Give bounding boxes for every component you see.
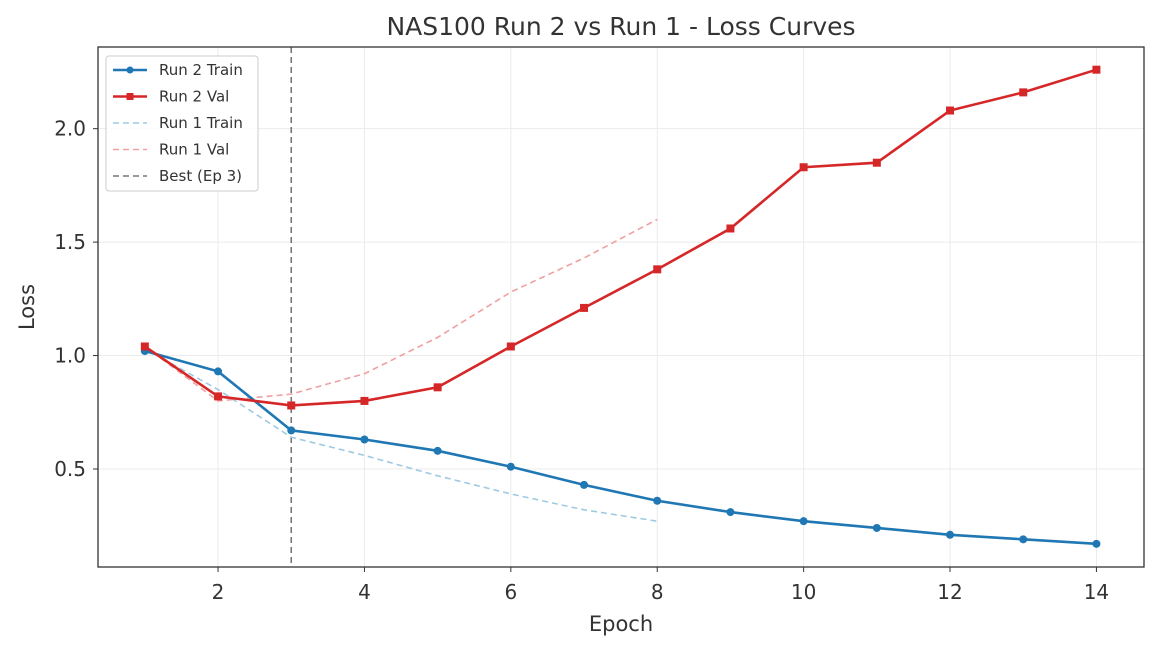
data-point bbox=[799, 517, 808, 526]
series-line-run-1-val bbox=[144, 218, 658, 402]
data-point bbox=[360, 435, 369, 444]
chart-title: NAS100 Run 2 vs Run 1 - Loss Curves bbox=[386, 12, 855, 41]
data-point bbox=[506, 462, 515, 471]
data-point bbox=[433, 383, 442, 392]
legend-label: Run 1 Val bbox=[159, 141, 229, 159]
legend-label: Run 2 Val bbox=[159, 88, 229, 106]
data-point bbox=[946, 106, 955, 115]
y-tick-label: 2.0 bbox=[54, 117, 86, 141]
data-point bbox=[653, 496, 662, 505]
legend: Run 2 Train Run 2 Val Run 1 Train Run 1 Val… bbox=[105, 55, 259, 192]
legend-box bbox=[105, 55, 259, 192]
data-point bbox=[726, 508, 735, 517]
legend-marker bbox=[126, 66, 134, 74]
legend-marker bbox=[126, 93, 134, 100]
data-point bbox=[580, 303, 589, 312]
plot-frame bbox=[97, 46, 1145, 568]
legend-label: Best (Ep 3) bbox=[159, 167, 242, 185]
data-point bbox=[1092, 65, 1101, 74]
x-tick-label: 6 bbox=[504, 580, 517, 604]
data-point bbox=[872, 523, 881, 532]
data-point bbox=[433, 446, 442, 455]
legend-label: Run 2 Train bbox=[159, 61, 243, 79]
data-point bbox=[214, 392, 223, 401]
data-point bbox=[799, 163, 808, 172]
x-tick-label: 8 bbox=[651, 580, 664, 604]
x-tick-label: 12 bbox=[937, 580, 962, 604]
data-point bbox=[580, 480, 589, 489]
data-point bbox=[360, 396, 369, 405]
data-point bbox=[287, 401, 296, 410]
data-point bbox=[1019, 88, 1028, 97]
data-point bbox=[872, 158, 881, 167]
data-point bbox=[506, 342, 515, 351]
x-tick-label: 4 bbox=[358, 580, 371, 604]
y-tick-label: 0.5 bbox=[54, 457, 86, 481]
data-point bbox=[287, 426, 296, 435]
y-tick-label: 1.0 bbox=[54, 344, 86, 368]
y-axis-label: Loss bbox=[15, 284, 39, 330]
series-line-run-2-val bbox=[144, 68, 1097, 407]
series-line-run-2-train bbox=[144, 349, 1097, 546]
data-point bbox=[946, 530, 955, 539]
x-axis-label: Epoch bbox=[589, 612, 653, 636]
x-tick-label: 14 bbox=[1084, 580, 1109, 604]
x-tick-label: 2 bbox=[212, 580, 225, 604]
series-line-run-1-train bbox=[144, 348, 658, 522]
y-tick-label: 1.5 bbox=[54, 230, 86, 254]
x-tick-label: 10 bbox=[791, 580, 816, 604]
legend-label: Run 1 Train bbox=[159, 114, 243, 132]
data-point bbox=[1092, 539, 1101, 548]
data-point bbox=[1019, 535, 1028, 544]
data-point bbox=[214, 367, 223, 376]
data-point bbox=[653, 265, 662, 274]
data-point bbox=[140, 342, 149, 351]
data-point bbox=[726, 224, 735, 233]
